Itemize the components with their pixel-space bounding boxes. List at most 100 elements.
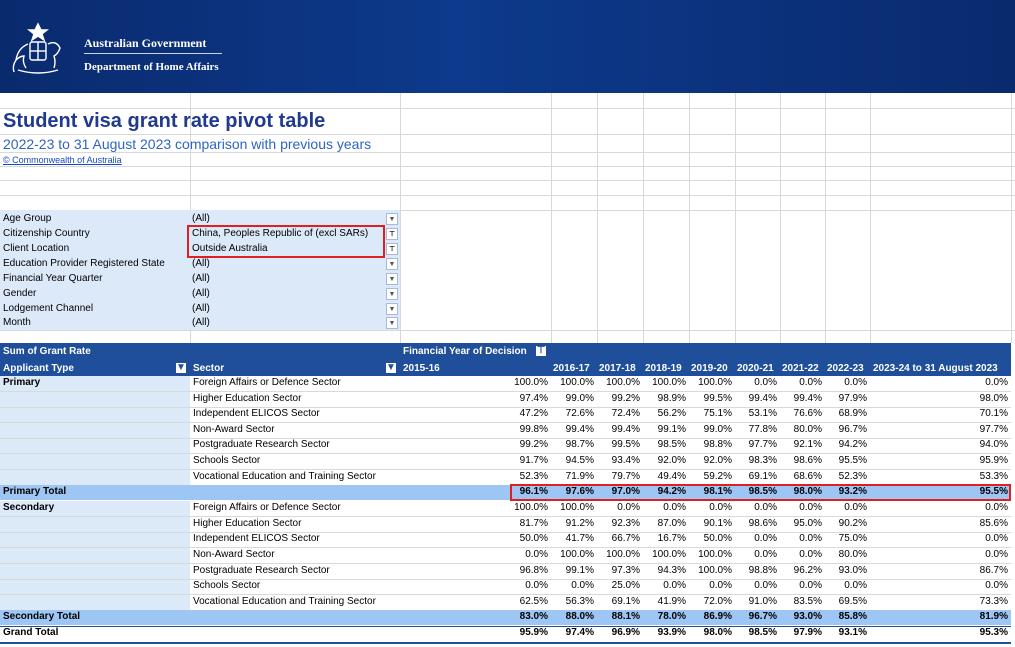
filter-funnel-icon[interactable]: ⊤ (536, 345, 546, 356)
grant-rate-cell: 0.0% (799, 549, 822, 560)
grant-rate-cell: 100.0% (514, 377, 548, 388)
grant-rate-cell: 72.4% (611, 408, 640, 420)
grant-rate-cell: 77.8% (748, 423, 777, 435)
dropdown-arrow-icon[interactable]: ▼ (386, 273, 398, 285)
grant-rate-cell: 100.0% (652, 377, 686, 388)
header-banner: Australian Government Department of Home… (0, 0, 1015, 93)
grant-rate-cell: 99.2% (519, 439, 548, 451)
table-row (0, 579, 1011, 596)
grant-rate-cell: 95.5% (838, 455, 867, 466)
dropdown-arrow-icon[interactable]: ▼ (176, 362, 186, 373)
sector-label: Foreign Affairs or Defence Sector (193, 377, 341, 388)
grant-rate-cell: 0.0% (844, 502, 867, 514)
grant-rate-cell: 53.3% (979, 470, 1008, 482)
grant-rate-cell: 50.0% (519, 533, 548, 545)
filter-value: (All) (192, 288, 210, 299)
gridline (735, 93, 736, 343)
filter-label: Education Provider Registered State (3, 258, 165, 269)
grant-rate-cell: 69.5% (838, 595, 867, 607)
grand-total-cell: 95.3% (979, 627, 1008, 639)
grant-rate-cell: 98.3% (748, 455, 777, 466)
column-field-label[interactable]: Financial Year of Decision (403, 346, 527, 357)
filter-funnel-icon[interactable]: ⊤ (386, 228, 398, 240)
table-row (0, 423, 1011, 439)
table-row (0, 454, 1011, 470)
grant-rate-cell: 80.0% (838, 549, 867, 560)
total-cell: 93.0% (793, 611, 822, 623)
grant-rate-cell: 100.0% (698, 377, 732, 388)
grant-rate-cell: 98.8% (703, 439, 732, 451)
grant-rate-cell: 99.8% (519, 423, 548, 435)
total-cell: 85.8% (838, 611, 867, 623)
dropdown-arrow-icon[interactable]: ▼ (386, 362, 396, 373)
grant-rate-cell: 72.6% (565, 408, 594, 420)
grant-rate-cell: 99.1% (657, 423, 686, 435)
table-row (0, 548, 1011, 564)
dropdown-arrow-icon[interactable]: ▼ (386, 258, 398, 270)
table-row (0, 438, 1011, 455)
row-field-label[interactable]: Applicant Type (3, 363, 74, 374)
grant-rate-cell: 62.5% (519, 595, 548, 607)
filter-fy-quarter: Financial Year Quarter (All) ▼ (0, 272, 400, 287)
total-row (0, 485, 1011, 501)
total-label: Secondary Total (3, 611, 81, 623)
grant-rate-cell: 0.0% (754, 580, 777, 592)
department-name: Department of Home Affairs (84, 61, 219, 73)
grand-total-cell: 93.1% (838, 627, 867, 639)
dropdown-arrow-icon[interactable]: ▼ (386, 317, 398, 329)
grant-rate-cell: 87.0% (657, 517, 686, 529)
grant-rate-cell: 0.0% (754, 533, 777, 545)
divider (84, 53, 222, 54)
table-row (0, 595, 1011, 611)
dropdown-arrow-icon[interactable]: ▼ (386, 288, 398, 300)
total-cell: 95.5% (979, 486, 1008, 498)
grant-rate-cell: 99.0% (565, 392, 594, 404)
sector-label: Independent ELICOS Sector (193, 533, 320, 545)
grant-rate-cell: 99.4% (611, 423, 640, 435)
grant-rate-cell: 97.4% (519, 392, 548, 404)
grant-rate-cell: 98.7% (565, 439, 594, 451)
total-cell: 98.0% (793, 486, 822, 498)
copyright-link[interactable]: © Commonwealth of Australia (3, 155, 122, 165)
grant-rate-cell: 70.1% (979, 408, 1008, 420)
grant-rate-cell: 41.7% (565, 533, 594, 545)
year-header: 2020-21 (737, 363, 774, 374)
sector-label: Non-Award Sector (193, 549, 275, 560)
grant-rate-cell: 76.6% (793, 408, 822, 420)
grant-rate-cell: 94.3% (657, 564, 686, 576)
gridline (870, 93, 871, 343)
grant-rate-cell: 0.0% (709, 580, 732, 592)
grant-rate-cell: 97.3% (611, 564, 640, 576)
grant-rate-cell: 98.5% (657, 439, 686, 451)
total-cell: 83.0% (519, 611, 548, 623)
grant-rate-cell: 92.0% (657, 455, 686, 466)
sector-label: Postgraduate Research Sector (193, 564, 330, 576)
row-field-label[interactable]: Sector (193, 363, 225, 374)
dropdown-arrow-icon[interactable]: ▼ (386, 303, 398, 315)
filter-value: (All) (192, 303, 210, 314)
gridline (597, 93, 598, 343)
grant-rate-cell: 0.0% (754, 549, 777, 560)
grant-rate-cell: 100.0% (514, 502, 548, 514)
grant-rate-cell: 99.5% (611, 439, 640, 451)
total-cell: 88.0% (565, 611, 594, 623)
dropdown-arrow-icon[interactable]: ▼ (386, 213, 398, 225)
grand-total-cell: 97.4% (565, 627, 594, 639)
gridline (0, 195, 1015, 196)
filter-funnel-icon[interactable]: ⊤ (386, 243, 398, 255)
total-cell: 98.5% (748, 486, 777, 498)
total-label: Primary Total (3, 486, 67, 498)
grant-rate-cell: 0.0% (985, 580, 1008, 592)
filter-month: Month (All) ▼ (0, 316, 400, 331)
year-header: 2016-17 (553, 363, 590, 374)
total-cell: 86.9% (703, 611, 732, 623)
grant-rate-cell: 52.3% (838, 470, 867, 482)
grant-rate-cell: 0.0% (799, 533, 822, 545)
grant-rate-cell: 92.0% (703, 455, 732, 466)
table-row (0, 501, 1011, 518)
total-cell: 98.1% (703, 486, 732, 498)
pivot-header-row1: Sum of Grant Rate Financial Year of Deci… (0, 343, 1011, 360)
grant-rate-cell: 100.0% (560, 502, 594, 514)
sector-label: Independent ELICOS Sector (193, 408, 320, 420)
grant-rate-cell: 94.5% (565, 455, 594, 466)
